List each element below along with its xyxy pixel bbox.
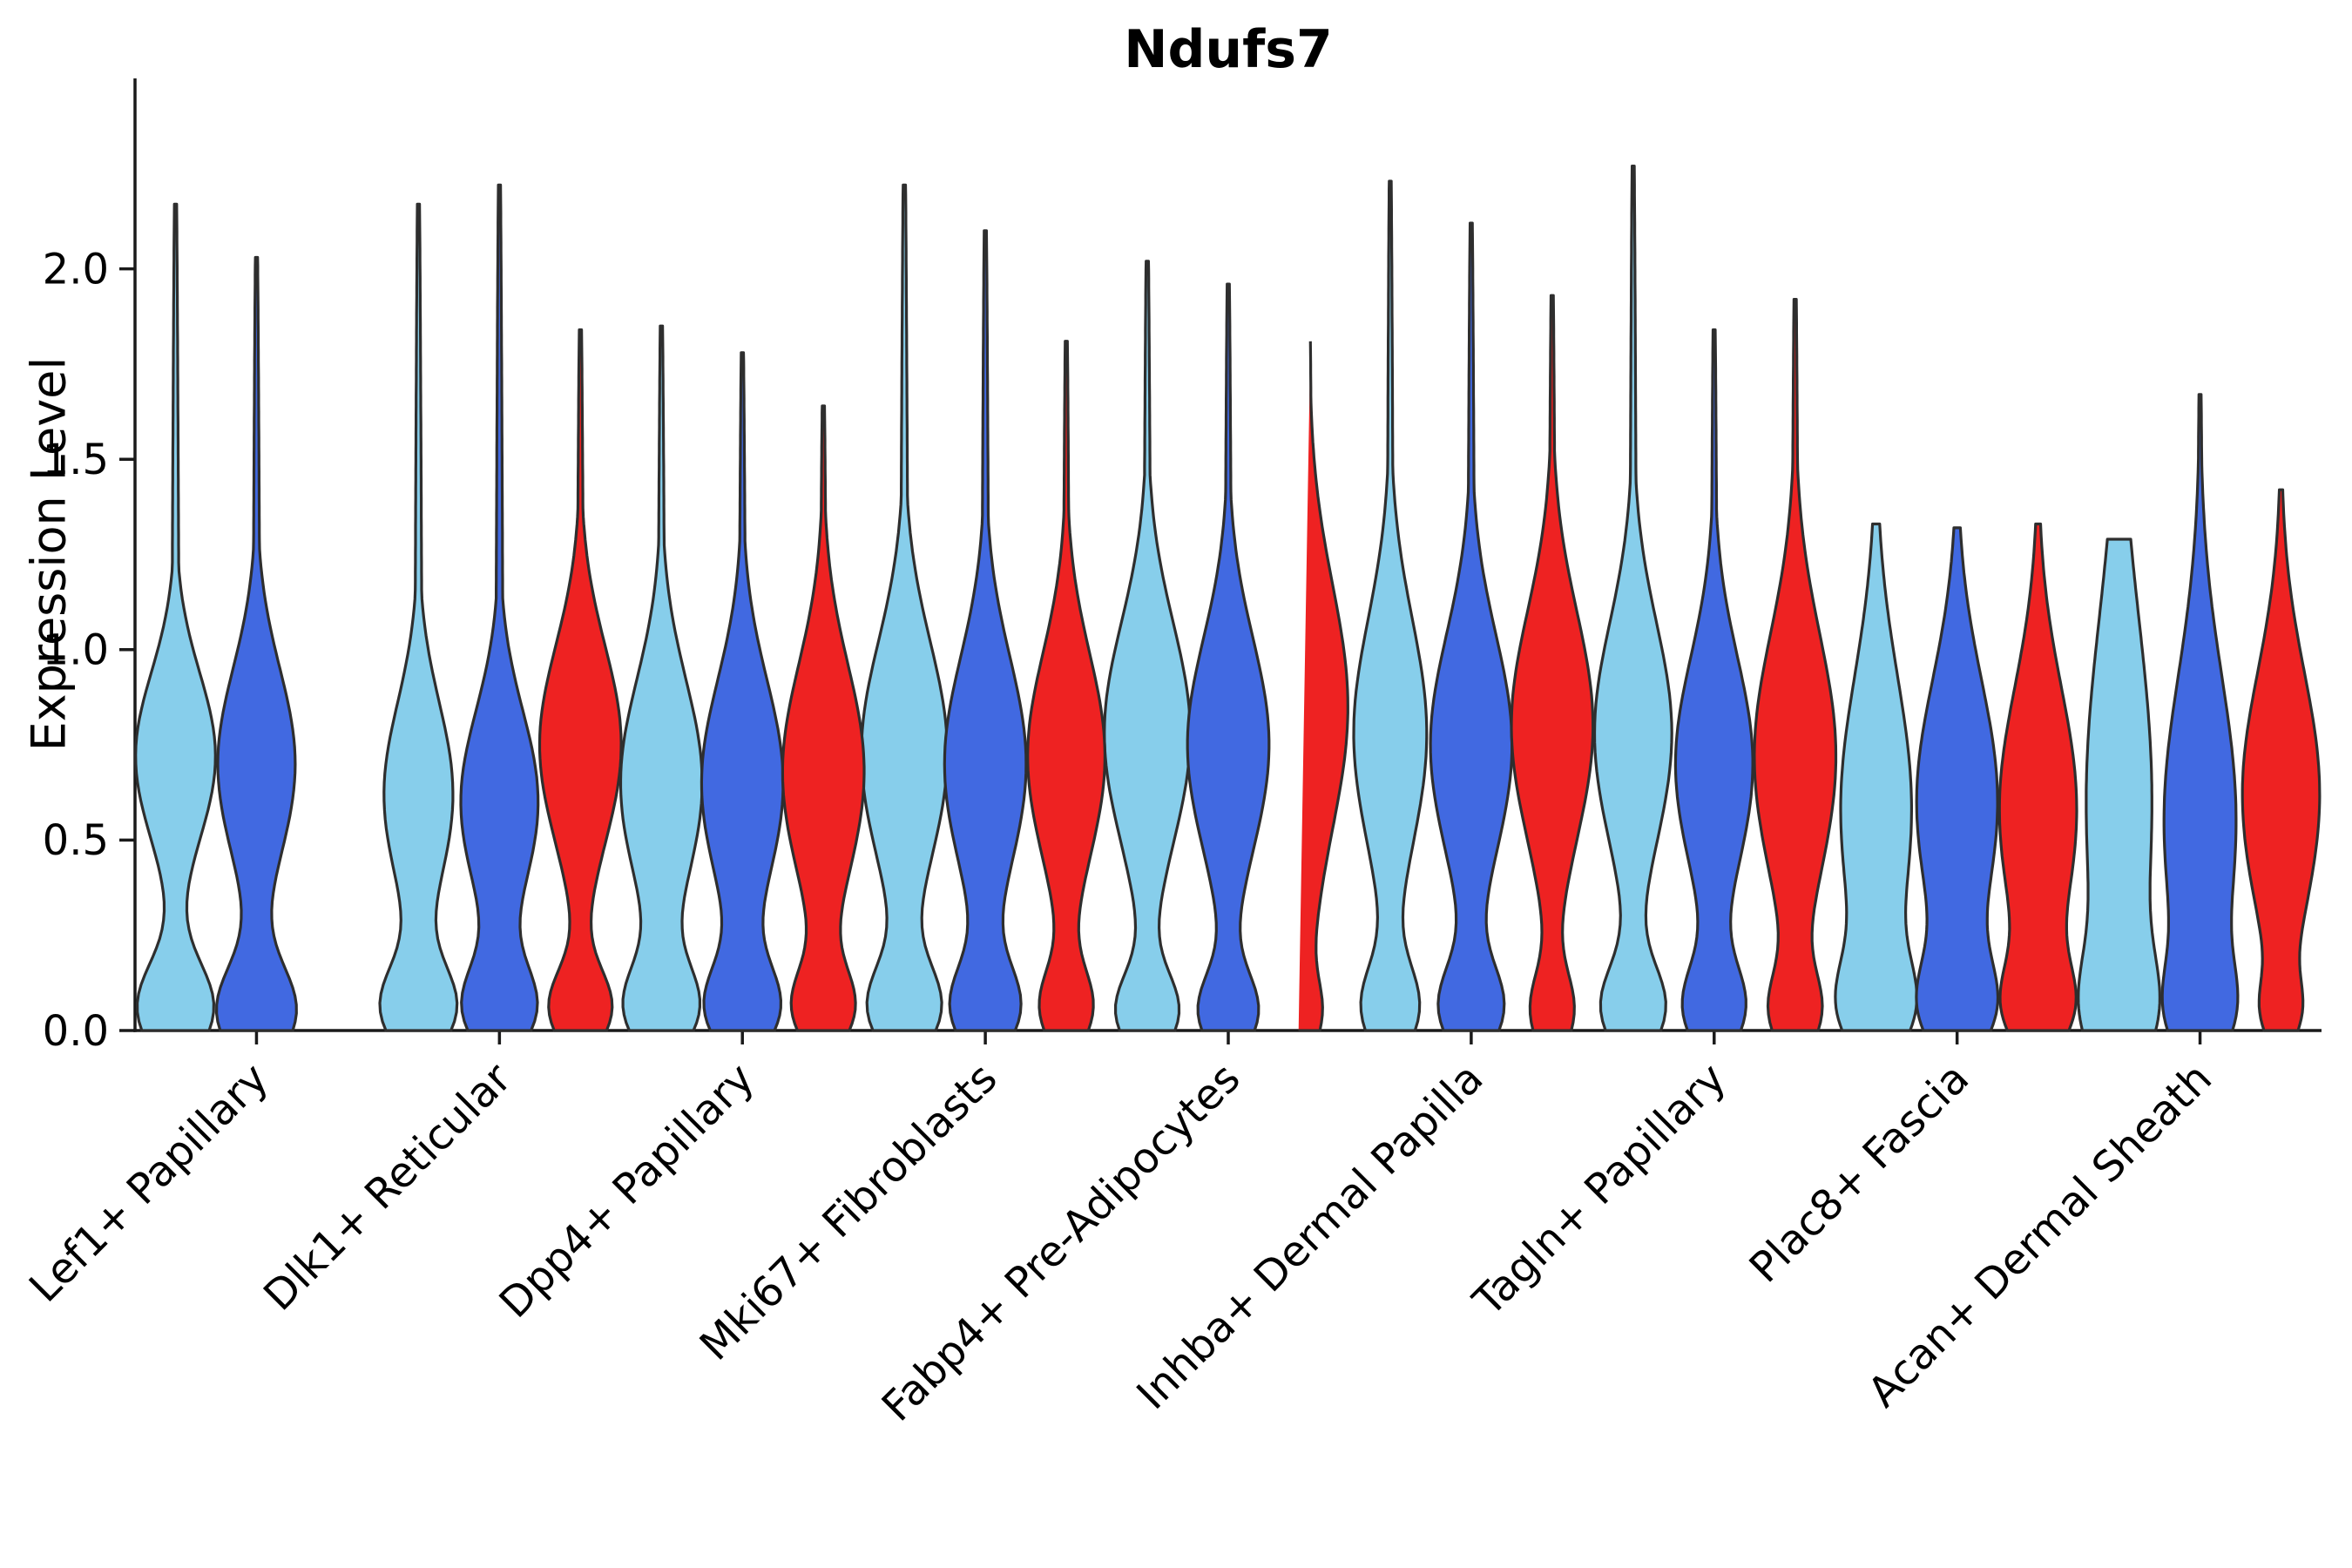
violin-red-category-3 — [781, 404, 866, 1032]
violin-red-category-6 — [1510, 294, 1595, 1032]
x-tick-label: Lef1+ Papillary — [20, 1054, 278, 1312]
violin-royalblue-category-1 — [215, 255, 298, 1032]
violin-royalblue-category-9 — [2160, 393, 2240, 1032]
violin-skyblue-category-2 — [378, 202, 459, 1032]
violin-skyblue-category-8 — [1834, 522, 1919, 1032]
violin-skyblue-category-9 — [2077, 537, 2161, 1032]
y-tick-label: 1.5 — [43, 436, 109, 484]
violin-royalblue-category-6 — [1429, 221, 1514, 1032]
violin-royalblue-category-7 — [1673, 328, 1754, 1032]
violin-red-category-9 — [2240, 488, 2322, 1032]
x-tick-label: Dlk1+ Reticular — [254, 1054, 521, 1321]
violin-royalblue-category-2 — [459, 183, 540, 1032]
x-tick-label: Dpp4+ Papillary — [490, 1054, 764, 1328]
violin-red-category-4 — [1026, 340, 1106, 1032]
violin-skyblue-category-7 — [1592, 165, 1673, 1032]
violin-skyblue-category-4 — [860, 183, 949, 1032]
y-tick-label: 1.0 — [43, 626, 109, 675]
violin-skyblue-category-1 — [134, 202, 217, 1032]
violin-royalblue-category-5 — [1186, 282, 1271, 1032]
violin-skyblue-category-3 — [618, 324, 704, 1032]
x-tick-label: Tagln+ Papillary — [1463, 1054, 1735, 1326]
violin-red-category-8 — [1997, 522, 2078, 1032]
violin-skyblue-category-6 — [1352, 179, 1429, 1032]
violin-skyblue-category-5 — [1103, 260, 1192, 1032]
violin-red-category-5 — [1298, 341, 1349, 1032]
violin-royalblue-category-8 — [1915, 526, 2000, 1032]
violin-royalblue-category-4 — [943, 229, 1028, 1032]
violin-red-category-7 — [1753, 298, 1838, 1032]
chart-title: Ndufs7 — [1124, 19, 1333, 80]
y-tick-label: 0.5 — [43, 816, 109, 865]
y-tick-label: 2.0 — [43, 245, 109, 294]
x-tick-label: Plac8+ Fascia — [1740, 1054, 1979, 1293]
violin-royalblue-category-3 — [700, 351, 785, 1032]
y-tick-label: 0.0 — [43, 1007, 109, 1056]
violin-red-category-2 — [537, 328, 623, 1032]
